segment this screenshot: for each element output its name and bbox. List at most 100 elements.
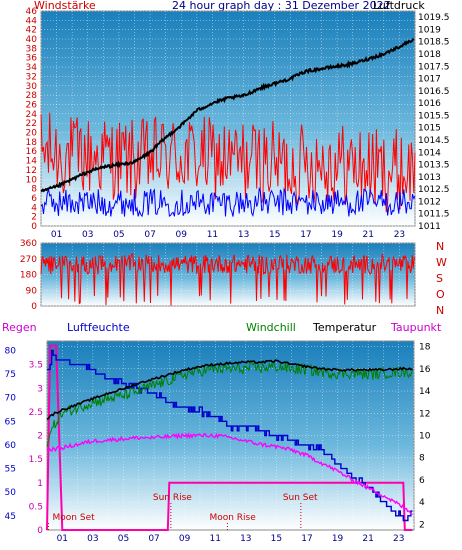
pressure-tick-label: 1013.5 bbox=[418, 161, 450, 171]
hour-tick-label: 05 bbox=[113, 230, 124, 240]
hour-tick-label: 05 bbox=[118, 534, 129, 544]
regen-label: Regen bbox=[2, 321, 37, 334]
hour-tick-label: 13 bbox=[240, 534, 251, 544]
hour-tick-label: 01 bbox=[57, 534, 68, 544]
direction-series bbox=[40, 253, 416, 306]
wind-tick-label: 46 bbox=[26, 7, 38, 17]
wind-y-axis: 0246810121416182022242628303234363840424… bbox=[26, 7, 38, 232]
wind-tick-label: 28 bbox=[26, 91, 38, 101]
temperature-tick-label: 8 bbox=[419, 454, 425, 464]
wind-tick-label: 36 bbox=[26, 54, 38, 64]
marker-label: Moon Rise bbox=[209, 513, 256, 523]
pressure-tick-label: 1015.5 bbox=[418, 111, 450, 121]
pressure-line bbox=[40, 38, 415, 193]
pressure-tick-label: 1018.5 bbox=[418, 38, 450, 48]
temperature-tick-label: 14 bbox=[419, 387, 431, 397]
direction-tick-label: 90 bbox=[26, 286, 38, 296]
direction-tick-label: 0 bbox=[31, 302, 37, 312]
pressure-tick-label: 1011 bbox=[418, 222, 441, 232]
hour-tick-label: 09 bbox=[179, 534, 191, 544]
rain-tick-label: 0 bbox=[37, 526, 43, 536]
hour-tick-label: 17 bbox=[300, 230, 311, 240]
windchill-line bbox=[46, 360, 413, 447]
humidity-tick-label: 75 bbox=[5, 370, 16, 380]
wind-direction-line bbox=[40, 253, 416, 306]
wind-tick-label: 18 bbox=[26, 138, 38, 148]
humidity-tick-label: 70 bbox=[5, 394, 17, 404]
rain-tick-label: 0.5 bbox=[29, 502, 43, 512]
wind-tick-label: 34 bbox=[26, 63, 38, 73]
wind-tick-label: 4 bbox=[31, 203, 37, 213]
pressure-tick-label: 1012 bbox=[418, 197, 441, 207]
wind-tick-label: 0 bbox=[31, 222, 37, 232]
pressure-tick-label: 1019 bbox=[418, 25, 441, 35]
pressure-tick-label: 1011.5 bbox=[418, 210, 450, 220]
temperature-tick-label: 12 bbox=[419, 409, 430, 419]
pressure-y-axis: 1011 1011.5 1012 1012.5 1013 1013.5 1014 1014.5… bbox=[418, 13, 450, 232]
pressure-tick-label: 1016.5 bbox=[418, 87, 450, 97]
temperature-tick-label: 6 bbox=[419, 476, 425, 486]
wind-tick-label: 24 bbox=[26, 110, 38, 120]
wind-pressure-series bbox=[40, 38, 416, 218]
hour-tick-label: 07 bbox=[148, 534, 159, 544]
temperature-series bbox=[46, 344, 413, 531]
wind-tick-label: 26 bbox=[26, 100, 38, 110]
dewpoint-line bbox=[46, 431, 413, 516]
wind-tick-label: 8 bbox=[31, 185, 37, 195]
hour-tick-label: 11 bbox=[207, 230, 218, 240]
taupunkt-label: Taupunkt bbox=[390, 321, 442, 334]
luftfeuchte-label: Luftfeuchte bbox=[67, 321, 130, 334]
pressure-tick-label: 1014.5 bbox=[418, 136, 450, 146]
pressure-tick-label: 1012.5 bbox=[418, 185, 450, 195]
hour-tick-label: 03 bbox=[87, 534, 98, 544]
direction-letter: N bbox=[436, 240, 444, 253]
marker-label: Sun Set bbox=[283, 493, 318, 503]
rain-line bbox=[46, 344, 413, 531]
hour-tick-label: 19 bbox=[332, 534, 344, 544]
temperature-x-axis: 01 03 05 07 09 11 13 15 17 19 21 23 bbox=[57, 534, 405, 544]
direction-tick-label: 180 bbox=[20, 271, 37, 281]
hour-tick-label: 17 bbox=[301, 534, 312, 544]
wind-gust-line bbox=[40, 112, 416, 213]
direction-tick-label: 270 bbox=[20, 255, 37, 265]
hour-tick-label: 11 bbox=[209, 534, 220, 544]
windchill-label: Windchill bbox=[246, 321, 296, 334]
hour-tick-label: 21 bbox=[363, 230, 374, 240]
wind-tick-label: 20 bbox=[26, 129, 38, 139]
wind-tick-label: 14 bbox=[26, 157, 38, 167]
wind-tick-label: 42 bbox=[26, 26, 37, 36]
rain-tick-label: 3.5 bbox=[29, 361, 43, 371]
wind-tick-label: 32 bbox=[26, 72, 37, 82]
sun-moon-markers: Moon Set Sun Rise Moon Rise Sun Set bbox=[48, 493, 318, 530]
rain-tick-label: 1.5 bbox=[29, 455, 43, 465]
temperature-y-axis: 2 4 6 8 10 12 14 16 18 bbox=[419, 343, 431, 531]
humidity-tick-label: 60 bbox=[5, 441, 17, 451]
humidity-line bbox=[47, 349, 413, 522]
temperature-tick-label: 18 bbox=[419, 343, 431, 353]
marker-label: Moon Set bbox=[53, 513, 96, 523]
direction-letter: O bbox=[436, 288, 445, 301]
hour-tick-label: 13 bbox=[238, 230, 249, 240]
pressure-tick-label: 1019.5 bbox=[418, 13, 450, 23]
luftdruck-title: Luftdruck bbox=[373, 0, 425, 12]
hour-tick-label: 23 bbox=[394, 230, 405, 240]
hour-tick-label: 15 bbox=[269, 230, 280, 240]
temperature-tick-label: 4 bbox=[419, 498, 425, 508]
hour-tick-label: 21 bbox=[362, 534, 373, 544]
humidity-tick-label: 55 bbox=[5, 465, 16, 475]
rain-tick-label: 1 bbox=[37, 479, 43, 489]
wind-x-axis: 01 03 05 07 09 11 13 15 17 19 21 23 bbox=[51, 230, 405, 240]
rain-tick-label: 2.5 bbox=[29, 408, 43, 418]
pressure-tick-label: 1018 bbox=[418, 50, 441, 60]
pressure-tick-label: 1014 bbox=[418, 148, 441, 158]
rain-tick-label: 3 bbox=[37, 384, 43, 394]
temperature-line bbox=[46, 359, 413, 421]
wind-tick-label: 6 bbox=[31, 194, 37, 204]
direction-letter: N bbox=[436, 304, 444, 317]
temperature-tick-label: 10 bbox=[419, 432, 431, 442]
wind-tick-label: 12 bbox=[26, 166, 37, 176]
temperature-tick-label: 2 bbox=[419, 520, 425, 530]
marker-label: Sun Rise bbox=[153, 493, 192, 503]
wind-tick-label: 44 bbox=[26, 16, 38, 26]
